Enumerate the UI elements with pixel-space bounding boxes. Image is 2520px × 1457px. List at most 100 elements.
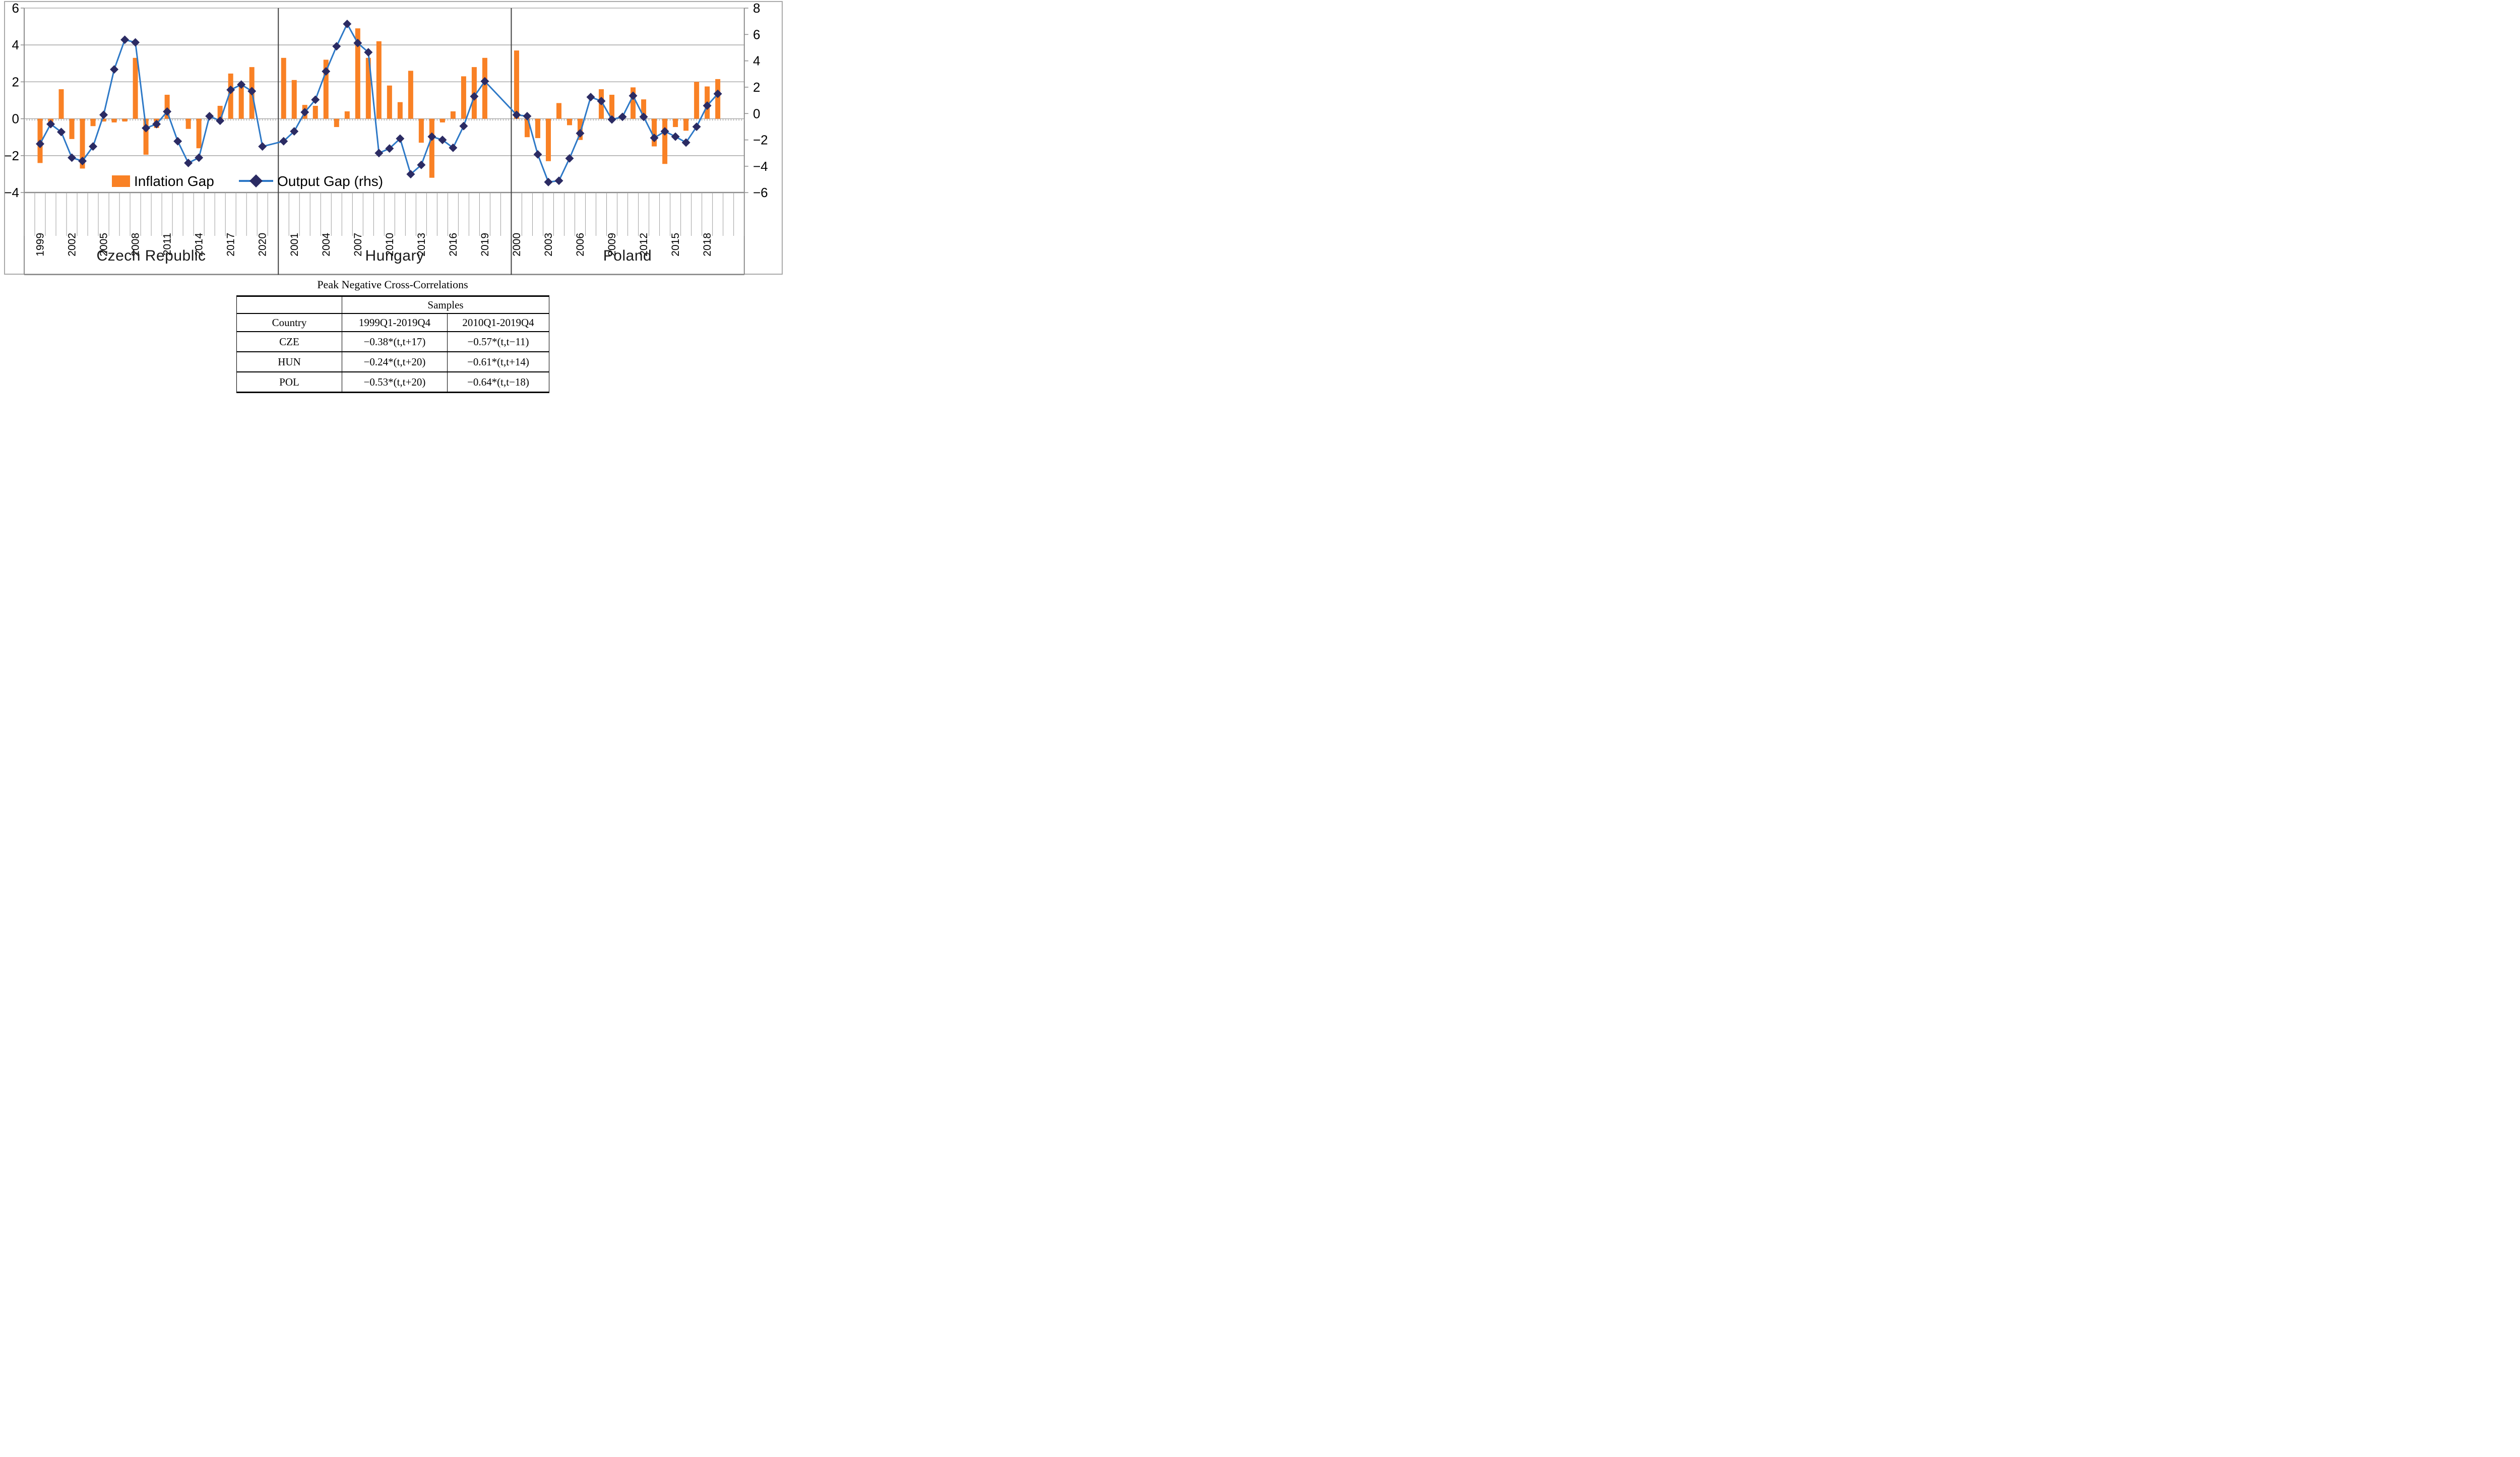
inflation-gap-bar [58, 89, 64, 119]
output-gap-diamond-marker [650, 134, 659, 143]
inflation-gap-bar [90, 118, 96, 126]
right-axis-tick-label: 4 [753, 53, 760, 69]
output-gap-diamond-marker [343, 19, 352, 28]
output-gap-diamond-marker [576, 129, 585, 138]
inflation-gap-bar [185, 118, 191, 129]
output-gap-diamond-marker [554, 176, 563, 185]
output-gap-diamond-marker [523, 112, 532, 121]
left-axis-tick-label: 2 [12, 74, 19, 89]
year-axis-label: 2007 [352, 233, 364, 257]
year-axis-label: 2002 [67, 233, 78, 257]
inflation-gap-bar [164, 95, 170, 119]
output-gap-diamond-marker [99, 110, 108, 119]
output-gap-diamond-marker [322, 67, 331, 76]
year-axis-label: 2003 [543, 233, 554, 257]
output-gap-diamond-marker [78, 156, 87, 165]
output-gap-diamond-marker [628, 91, 638, 100]
inflation-gap-bar [80, 118, 85, 169]
output-gap-diamond-marker [237, 80, 246, 89]
output-gap-diamond-marker [120, 35, 130, 44]
inflation-gap-bar [673, 118, 678, 128]
inflation-gap-bar [143, 118, 149, 155]
output-gap-diamond-marker [586, 93, 595, 102]
inflation-gap-bar [683, 118, 689, 131]
table-row-cze-sample1: −0.38*(t,t+17) [342, 332, 448, 352]
output-gap-diamond-marker [618, 112, 627, 121]
table-row-hun-sample1: −0.24*(t,t+20) [342, 352, 448, 372]
inflation-gap-bar [556, 103, 562, 119]
inflation-gap-bar [418, 118, 424, 143]
inflation-gap-bar [387, 85, 392, 119]
output-gap-diamond-marker [544, 177, 553, 186]
legend-inflation-label: Inflation Gap [134, 173, 214, 189]
output-gap-diamond-marker [184, 158, 193, 167]
table-col-header-sample2: 2010Q1-2019Q4 [447, 313, 550, 332]
inflation-gap-bar [355, 28, 360, 119]
output-gap-diamond-marker [565, 154, 574, 163]
inflation-gap-bar [715, 79, 721, 119]
output-gap-diamond-marker [692, 122, 701, 131]
inflation-gap-bar [461, 76, 466, 119]
chart-legend: Inflation Gap Output Gap (rhs) [112, 173, 383, 189]
output-gap-diamond-marker [46, 119, 55, 129]
year-axis-label: 2013 [416, 233, 427, 257]
year-axis-label: 2010 [384, 233, 396, 257]
left-axis-tick-label: 0 [12, 111, 19, 126]
table-row-pol-country: POL [236, 372, 342, 393]
output-gap-diamond-marker [480, 77, 489, 86]
output-gap-diamond-marker [385, 144, 394, 153]
left-axis-tick-label: 6 [12, 1, 19, 16]
year-axis-label: 2008 [130, 233, 142, 257]
table-title: Peak Negative Cross-Correlations [317, 278, 468, 291]
inflation-gap-bar [365, 57, 371, 119]
right-axis-tick-label: −4 [753, 159, 768, 174]
table-col-header-sample1: 1999Q1-2019Q4 [342, 313, 448, 332]
output-gap-diamond-marker [660, 127, 669, 136]
output-gap-diamond-marker [226, 85, 235, 94]
output-gap-diamond-marker [374, 149, 384, 158]
output-gap-diamond-marker [163, 107, 172, 116]
peak-negative-cross-correlations-table: Samples Country 1999Q1-2019Q4 2010Q1-201… [236, 295, 550, 393]
year-axis-label: 2018 [702, 233, 713, 257]
inflation-gap-bar [101, 118, 106, 122]
figure: 6 4 2 0 −2 −4 8 6 4 2 0 −2 −4 −6 1999 2002 2005 2008 2011 2… [0, 0, 786, 393]
right-axis-tick-label: 0 [753, 106, 760, 121]
output-gap-diamond-marker [533, 150, 542, 159]
output-gap-diamond-marker [36, 139, 45, 148]
year-axis-label: 2000 [511, 233, 523, 257]
output-gap-diamond-marker [57, 128, 66, 137]
table-row-pol-sample1: −0.53*(t,t+20) [342, 372, 448, 393]
output-gap-diamond-marker [152, 119, 161, 129]
year-axis-label: 2011 [162, 233, 173, 256]
inflation-gap-bar [69, 118, 75, 139]
panel-label-hungary: Hungary [365, 247, 424, 264]
table-row-hun-sample2: −0.61*(t,t+14) [447, 352, 550, 372]
inflation-gap-bar [694, 82, 700, 119]
output-gap-diamond-marker [427, 132, 436, 141]
output-gap-diamond-marker [89, 142, 98, 151]
output-gap-diamond-marker [311, 95, 320, 104]
inflation-gap-bar [408, 71, 413, 119]
output-gap-diamond-marker [703, 101, 712, 110]
year-axis-label: 2001 [289, 233, 300, 257]
inflation-gap-bar [397, 102, 403, 119]
output-gap-diamond-marker [68, 153, 77, 162]
table-row-cze-sample2: −0.57*(t,t−11) [447, 332, 550, 352]
inflation-gap-bar [228, 73, 233, 119]
right-axis-tick-label: −2 [753, 133, 768, 148]
year-axis-label: 2019 [479, 233, 491, 257]
inflation-gap-bar [291, 80, 297, 119]
output-gap-diamond-marker [332, 42, 341, 51]
year-axis-label: 2020 [257, 233, 269, 257]
inflation-gap-bar [312, 105, 318, 119]
inflation-gap-bar [514, 50, 519, 119]
output-gap-diamond-marker [681, 138, 690, 147]
output-gap-diamond-marker [195, 153, 204, 162]
inflation-gap-bar [376, 41, 382, 119]
output-gap-diamond-marker [607, 115, 616, 124]
table-samples-header: Samples [341, 295, 550, 314]
output-gap-diamond-marker [300, 108, 309, 117]
inflation-gap-bar [334, 118, 339, 128]
output-gap-diamond-marker [364, 48, 373, 57]
output-gap-diamond-marker [205, 112, 214, 121]
